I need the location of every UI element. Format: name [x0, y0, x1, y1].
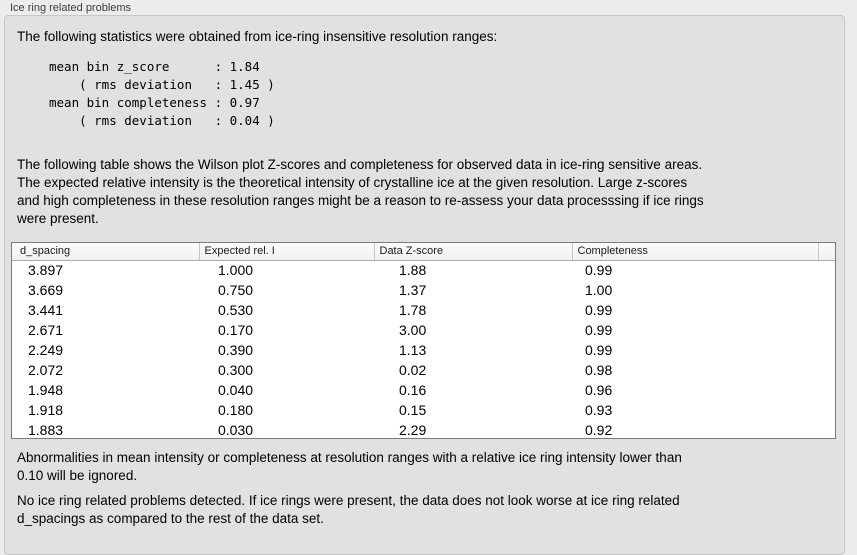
table-cell-filler — [818, 320, 835, 340]
column-header-d-spacing[interactable]: d_spacing — [12, 243, 200, 261]
table-cell-filler — [818, 420, 835, 440]
table-cell: 0.030 — [218, 422, 254, 438]
table-cell: 2.671 — [28, 322, 64, 338]
table-cell: 0.530 — [218, 302, 254, 318]
table-row[interactable]: 2.072 0.300 0.02 0.98 — [12, 360, 835, 380]
column-header-expected-rel-i[interactable]: Expected rel. I — [199, 243, 375, 261]
table-cell: 0.99 — [585, 262, 613, 279]
table-cell: 2.29 — [399, 422, 427, 438]
column-header-data-z-score[interactable]: Data Z-score — [374, 243, 573, 261]
table-cell: 0.02 — [399, 362, 427, 378]
table-cell: 0.99 — [585, 302, 613, 318]
table-cell: 2.072 — [28, 362, 64, 378]
stats-intro-text: The following statistics were obtained f… — [17, 29, 498, 44]
table-row[interactable]: 2.249 0.390 1.13 0.99 — [12, 340, 835, 360]
table-row[interactable]: 2.671 0.170 3.00 0.99 — [12, 320, 835, 340]
stats-block: mean bin z_score : 1.84 ( rms deviation … — [49, 59, 275, 128]
table-header-row: d_spacing Expected rel. I Data Z-score Comp… — [12, 243, 835, 261]
table-cell: 0.93 — [585, 402, 613, 418]
ignore-threshold-note: Abnormalities in mean intensity or compl… — [17, 450, 682, 483]
table-cell: 1.883 — [28, 422, 64, 438]
table-cell: 0.99 — [585, 322, 613, 338]
table-cell-filler — [818, 280, 835, 300]
table-cell: 0.040 — [218, 382, 254, 398]
table-cell: 1.918 — [28, 402, 64, 418]
table-cell: 3.441 — [28, 302, 64, 318]
table-cell: 3.669 — [28, 282, 64, 298]
table-cell: 1.78 — [399, 302, 427, 318]
table-cell: 0.170 — [218, 322, 254, 338]
table-row[interactable]: 1.918 0.180 0.15 0.93 — [12, 400, 835, 420]
table-cell: 0.16 — [399, 382, 427, 398]
table-description-text: The following table shows the Wilson plo… — [17, 157, 704, 226]
table-cell-filler — [818, 400, 835, 420]
table-cell: 0.99 — [585, 342, 613, 358]
table-cell: 1.13 — [399, 342, 427, 358]
table-cell: 0.390 — [218, 342, 254, 358]
table-cell: 0.98 — [585, 362, 613, 378]
table-cell: 0.300 — [218, 362, 254, 378]
table-cell: 0.750 — [218, 282, 254, 298]
table-cell: 2.249 — [28, 342, 64, 358]
table-cell: 0.15 — [399, 402, 427, 418]
conclusion-text: No ice ring related problems detected. I… — [17, 493, 680, 526]
table-cell: 3.00 — [399, 322, 427, 338]
table-cell-filler — [818, 360, 835, 380]
panel-title: Ice ring related problems — [10, 2, 132, 14]
table-row[interactable]: 3.441 0.530 1.78 0.99 — [12, 300, 835, 320]
table-cell-filler — [818, 380, 835, 400]
column-header-filler — [818, 243, 835, 261]
table-row[interactable]: 1.948 0.040 0.16 0.96 — [12, 380, 835, 400]
ice-ring-groupbox: The following statistics were obtained f… — [4, 15, 845, 555]
table-row[interactable]: 3.897 1.000 1.88 0.99 — [12, 260, 835, 280]
table-cell: 3.897 — [28, 262, 64, 279]
table-cell: 1.00 — [585, 282, 613, 298]
table-cell: 0.180 — [218, 402, 254, 418]
table-cell: 1.000 — [218, 262, 254, 279]
table-cell: 1.88 — [399, 262, 427, 279]
table-cell-filler — [818, 340, 835, 360]
table-cell-filler — [818, 300, 835, 320]
table-row[interactable]: 3.669 0.750 1.37 1.00 — [12, 280, 835, 300]
table-cell: 1.948 — [28, 382, 64, 398]
table-cell-filler — [818, 260, 835, 280]
table-cell: 1.37 — [399, 282, 427, 298]
table-cell: 0.96 — [585, 382, 613, 398]
table-row[interactable]: 1.883 0.030 2.29 0.92 — [12, 420, 835, 440]
ice-ring-table-body: 3.897 1.000 1.88 0.99 3.669 0.750 1.37 1.00 3.44… — [12, 260, 835, 440]
ice-ring-table: d_spacing Expected rel. I Data Z-score Comp… — [11, 242, 836, 439]
table-cell: 0.92 — [585, 422, 613, 438]
column-header-completeness[interactable]: Completeness — [572, 243, 819, 261]
